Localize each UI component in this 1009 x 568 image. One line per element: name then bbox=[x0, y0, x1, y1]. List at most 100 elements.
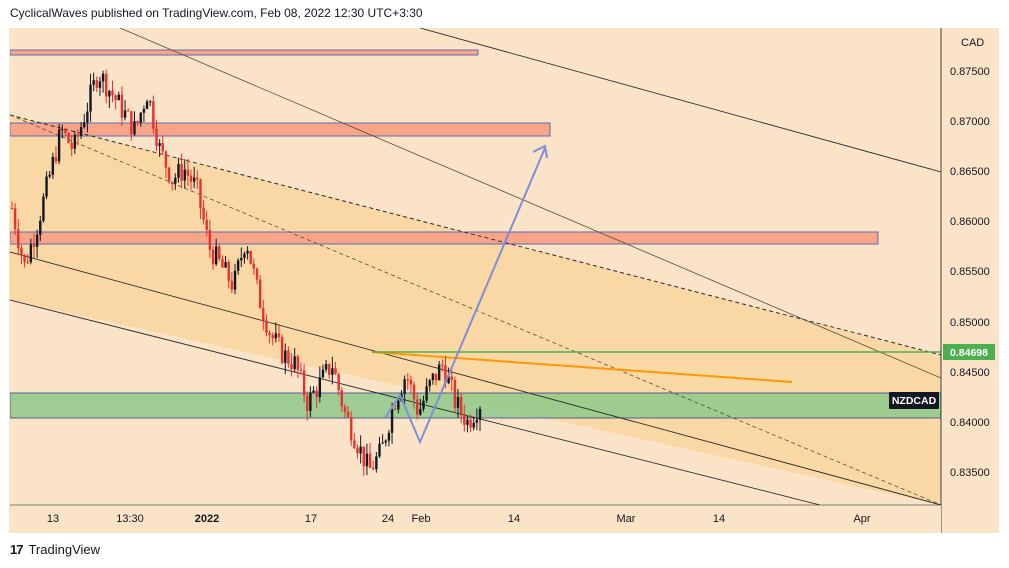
candle-down bbox=[180, 163, 183, 181]
tradingview-brand[interactable]: TradingView bbox=[28, 542, 101, 557]
x-tick-label: 2022 bbox=[195, 513, 219, 525]
price-axis[interactable] bbox=[941, 28, 999, 505]
x-tick-label: 24 bbox=[382, 513, 394, 525]
candle-up bbox=[183, 169, 186, 181]
candle-down bbox=[415, 399, 419, 415]
candle-up bbox=[375, 456, 378, 470]
candle-down bbox=[372, 467, 375, 470]
symbol-badge-bg bbox=[889, 392, 939, 409]
candle-up bbox=[240, 257, 243, 261]
x-tick-label: 17 bbox=[305, 513, 317, 525]
candle-down bbox=[10, 208, 14, 210]
candle-up bbox=[466, 419, 469, 425]
candle-down bbox=[299, 369, 303, 371]
x-tick-label: 13 bbox=[47, 513, 59, 525]
candle-up bbox=[403, 379, 406, 394]
candle-up bbox=[51, 156, 55, 175]
candle-down bbox=[271, 335, 274, 339]
candle-up bbox=[274, 333, 278, 339]
candle-down bbox=[340, 390, 343, 407]
candle-up bbox=[174, 177, 177, 184]
zone-upper-resistance[interactable] bbox=[10, 122, 551, 137]
candle-down bbox=[469, 419, 472, 428]
candle-up bbox=[472, 422, 475, 428]
candle-down bbox=[306, 395, 309, 411]
candle-up bbox=[89, 84, 92, 112]
candle-up bbox=[246, 250, 249, 254]
candle-down bbox=[76, 134, 80, 136]
y-tick-label: 0.87500 bbox=[950, 66, 990, 78]
candle-up bbox=[224, 261, 227, 268]
candle-up bbox=[365, 453, 369, 467]
candle-down bbox=[67, 133, 70, 143]
candle-down bbox=[167, 167, 171, 182]
candle-up bbox=[149, 101, 152, 103]
candle-down bbox=[343, 406, 347, 412]
candle-up bbox=[57, 129, 61, 162]
candle-down bbox=[186, 169, 190, 176]
orange-trendline[interactable] bbox=[371, 351, 793, 383]
candle-down bbox=[20, 248, 23, 255]
candle-down bbox=[136, 121, 139, 123]
x-tick-label: 14 bbox=[508, 513, 520, 525]
zone-support[interactable] bbox=[10, 392, 941, 419]
candle-up bbox=[79, 127, 83, 136]
zone-mid-resistance[interactable] bbox=[10, 231, 879, 245]
candle-down bbox=[95, 80, 99, 88]
candle-up bbox=[318, 377, 322, 398]
candle-up bbox=[98, 81, 102, 88]
candle-down bbox=[155, 128, 158, 146]
candle-down bbox=[205, 219, 208, 230]
outer-bottom-line[interactable] bbox=[10, 299, 821, 505]
candle-up bbox=[236, 260, 240, 271]
midline-dashed[interactable] bbox=[10, 114, 941, 356]
candle-down bbox=[199, 179, 202, 208]
outer-top-line[interactable] bbox=[419, 28, 941, 173]
tradingview-logo-icon: 17 bbox=[10, 542, 24, 557]
x-tick-label: Feb bbox=[412, 513, 431, 525]
candle-up bbox=[419, 408, 422, 415]
candle-down bbox=[296, 356, 300, 370]
projection-arrow-line[interactable] bbox=[454, 147, 546, 361]
candle-down bbox=[120, 94, 124, 118]
candle-up bbox=[177, 163, 180, 178]
candle-down bbox=[152, 101, 155, 129]
candle-down bbox=[350, 417, 353, 441]
candle-down bbox=[441, 364, 444, 366]
candle-down bbox=[258, 279, 262, 309]
candle-down bbox=[277, 333, 281, 337]
candle-up bbox=[42, 196, 45, 221]
candle-down bbox=[463, 414, 466, 425]
x-tick-label: Apr bbox=[853, 513, 870, 525]
candle-down bbox=[459, 397, 463, 415]
time-axis[interactable] bbox=[10, 505, 941, 533]
zone-top-resistance[interactable] bbox=[10, 49, 479, 56]
y-tick-labels: 0.87500 0.87000 0.86500 0.86000 0.85500 0.850… bbox=[950, 66, 990, 479]
projection-zigzag[interactable] bbox=[384, 359, 456, 445]
channel-bottom-line[interactable] bbox=[10, 251, 941, 505]
candle-up bbox=[123, 110, 127, 118]
candle-down bbox=[249, 250, 252, 264]
candle-up bbox=[214, 246, 218, 265]
candle-down bbox=[412, 384, 416, 400]
currency-label: CAD bbox=[961, 37, 984, 49]
candle-down bbox=[302, 370, 306, 396]
candle-down bbox=[252, 263, 256, 269]
candle-up bbox=[437, 364, 441, 381]
candle-up bbox=[133, 121, 136, 135]
symbol-badge[interactable]: NZDCAD bbox=[892, 395, 937, 407]
candle-up bbox=[425, 386, 428, 401]
publish-header: CyclicalWaves published on TradingView.c… bbox=[10, 6, 423, 20]
x-tick-labels: 13 13:30 2022 17 24 Feb 14 Mar 14 Apr bbox=[47, 513, 871, 525]
last-price-badge[interactable]: 0.84698 bbox=[950, 347, 988, 359]
candle-down bbox=[202, 207, 205, 220]
candle-down bbox=[453, 379, 457, 408]
candle-up bbox=[92, 80, 95, 85]
candle-down bbox=[130, 111, 133, 135]
candle-down bbox=[111, 90, 114, 96]
x-tick-label: Mar bbox=[617, 513, 636, 525]
candle-up bbox=[61, 129, 64, 131]
candle-down bbox=[189, 175, 193, 182]
x-tick-label: 13:30 bbox=[116, 513, 144, 525]
